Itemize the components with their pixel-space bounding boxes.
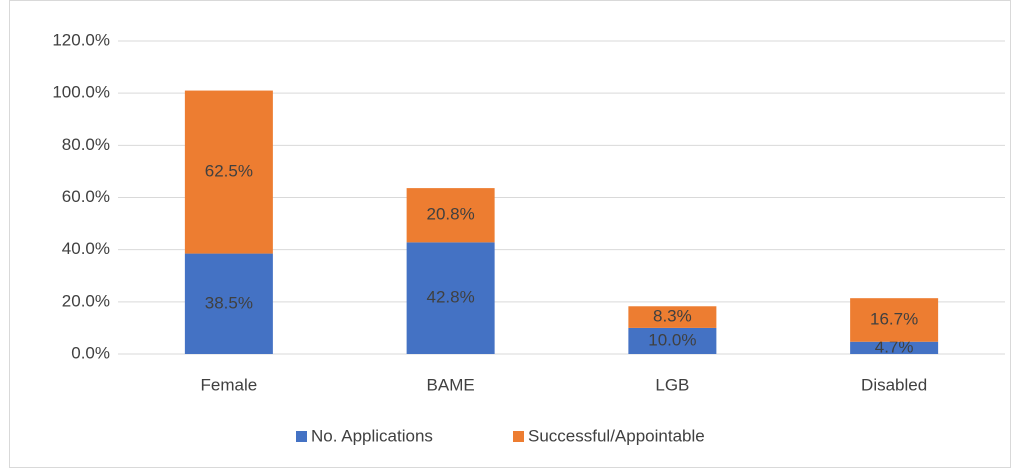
bar-segment [406,242,495,354]
bar-segment [184,253,273,354]
chart-border [9,0,1011,468]
x-tick-label: Female [201,375,258,394]
data-label: 8.3% [653,307,692,326]
x-tick-label: Disabled [861,375,927,394]
bar-segment [628,306,717,328]
y-tick-label: 120.0% [52,30,110,49]
legend-label: No. Applications [311,426,433,445]
data-label: 62.5% [205,162,253,181]
y-tick-label: 40.0% [62,239,110,258]
data-label: 20.8% [427,205,475,224]
y-tick-label: 20.0% [62,291,110,310]
y-tick-label: 0.0% [71,343,110,362]
legend-swatch [296,431,307,442]
y-tick-label: 80.0% [62,135,110,154]
bar-segment [184,90,273,254]
bar-segment [850,341,939,354]
data-label: 16.7% [870,309,918,328]
y-tick-label: 60.0% [62,187,110,206]
x-tick-label: BAME [427,375,475,394]
legend-label: Successful/Appointable [528,426,705,445]
data-label: 10.0% [648,330,696,349]
bar-segment [628,327,717,354]
bar-segment [406,188,495,243]
legend-swatch [513,431,524,442]
x-tick-label: LGB [655,375,689,394]
data-label: 4.7% [875,337,914,356]
bar-segment [850,298,939,342]
y-tick-label: 100.0% [52,83,110,102]
data-label: 38.5% [205,293,253,312]
data-label: 42.8% [427,288,475,307]
